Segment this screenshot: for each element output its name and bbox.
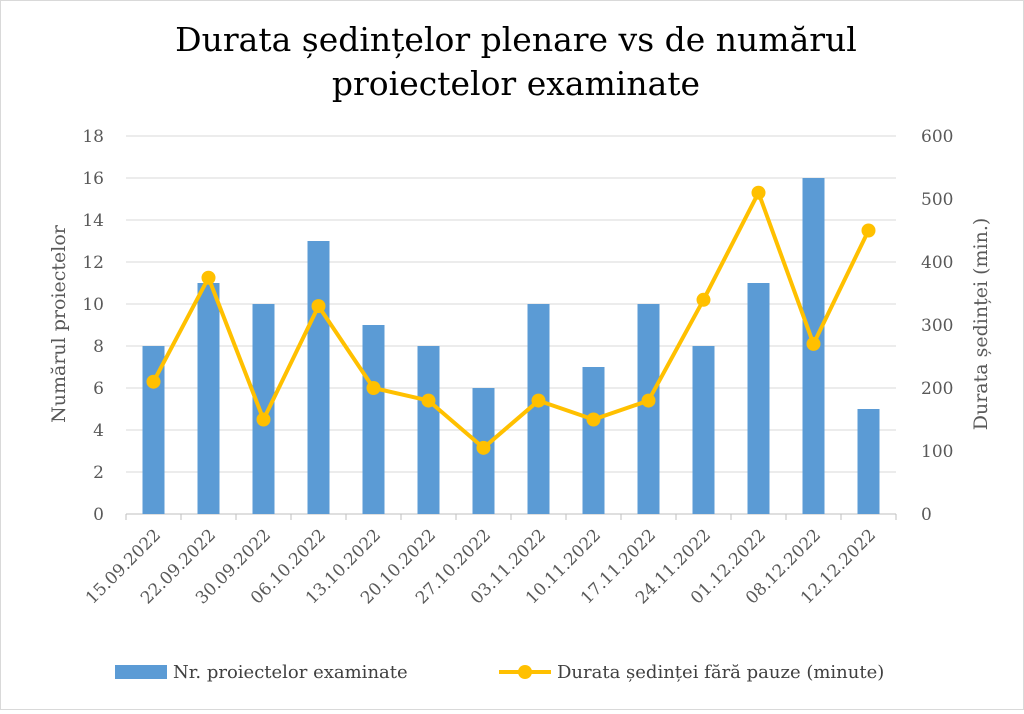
line-point (861, 223, 876, 238)
left-tick-label: 0 (93, 505, 104, 525)
legend-bar-swatch (115, 665, 167, 679)
left-tick-label: 10 (82, 295, 104, 315)
line-point (806, 336, 821, 351)
right-tick-label: 500 (921, 190, 953, 210)
right-tick-label: 100 (921, 442, 953, 462)
chart-title-line-2: proiectelor examinate (332, 64, 700, 103)
line-point (421, 393, 436, 408)
legend: Nr. proiectelor examinate Durata ședințe… (115, 662, 884, 683)
line-point (641, 393, 656, 408)
left-axis-ticks: 0 2 4 6 8 10 12 14 16 18 (82, 127, 104, 525)
line-point (311, 299, 326, 314)
line-point (586, 412, 601, 427)
left-tick-label: 2 (93, 463, 104, 483)
right-tick-label: 400 (921, 253, 953, 273)
gridlines (126, 135, 896, 515)
line-point (751, 185, 766, 200)
bar (692, 346, 715, 514)
left-axis-label: Numărul proiectelor (48, 224, 70, 423)
left-tick-label: 4 (93, 421, 104, 441)
bar (857, 409, 880, 514)
line-point (476, 440, 491, 455)
bar (582, 367, 605, 514)
right-axis-ticks: 0 100 200 300 400 500 600 (921, 127, 953, 525)
bar (747, 283, 770, 514)
chart-title-line-1: Durata ședințelor plenare vs de numărul (175, 20, 857, 59)
bar (417, 346, 440, 514)
x-axis-ticks: 15.09.202222.09.202230.09.202206.10.2022… (82, 514, 897, 608)
right-axis-label: Durata ședinței (min.) (970, 218, 992, 431)
bar (307, 241, 330, 514)
bar (142, 346, 165, 514)
bar (252, 304, 275, 514)
series-line (151, 190, 871, 450)
line-series (146, 185, 876, 455)
line-point (531, 393, 546, 408)
right-tick-label: 600 (921, 127, 953, 147)
left-tick-label: 8 (93, 337, 104, 357)
bar (527, 304, 550, 514)
line-point (366, 381, 381, 395)
left-tick-label: 16 (82, 169, 104, 189)
legend-line-marker (518, 665, 532, 679)
bar (637, 304, 660, 514)
line-point (201, 270, 216, 285)
bar (362, 325, 385, 514)
left-tick-label: 12 (82, 253, 104, 273)
left-tick-label: 18 (82, 127, 104, 147)
legend-bar-label: Nr. proiectelor examinate (173, 662, 408, 683)
left-tick-label: 6 (93, 379, 104, 399)
line-point (146, 374, 161, 389)
bar (197, 283, 220, 514)
line-point (696, 292, 711, 307)
bar-series (142, 178, 880, 514)
right-tick-label: 200 (921, 379, 953, 399)
right-tick-label: 0 (921, 505, 932, 525)
right-tick-label: 300 (921, 316, 953, 336)
legend-line-label: Durata ședinței fără pauze (minute) (557, 662, 884, 683)
left-tick-label: 14 (82, 211, 104, 231)
line-point (256, 412, 271, 427)
